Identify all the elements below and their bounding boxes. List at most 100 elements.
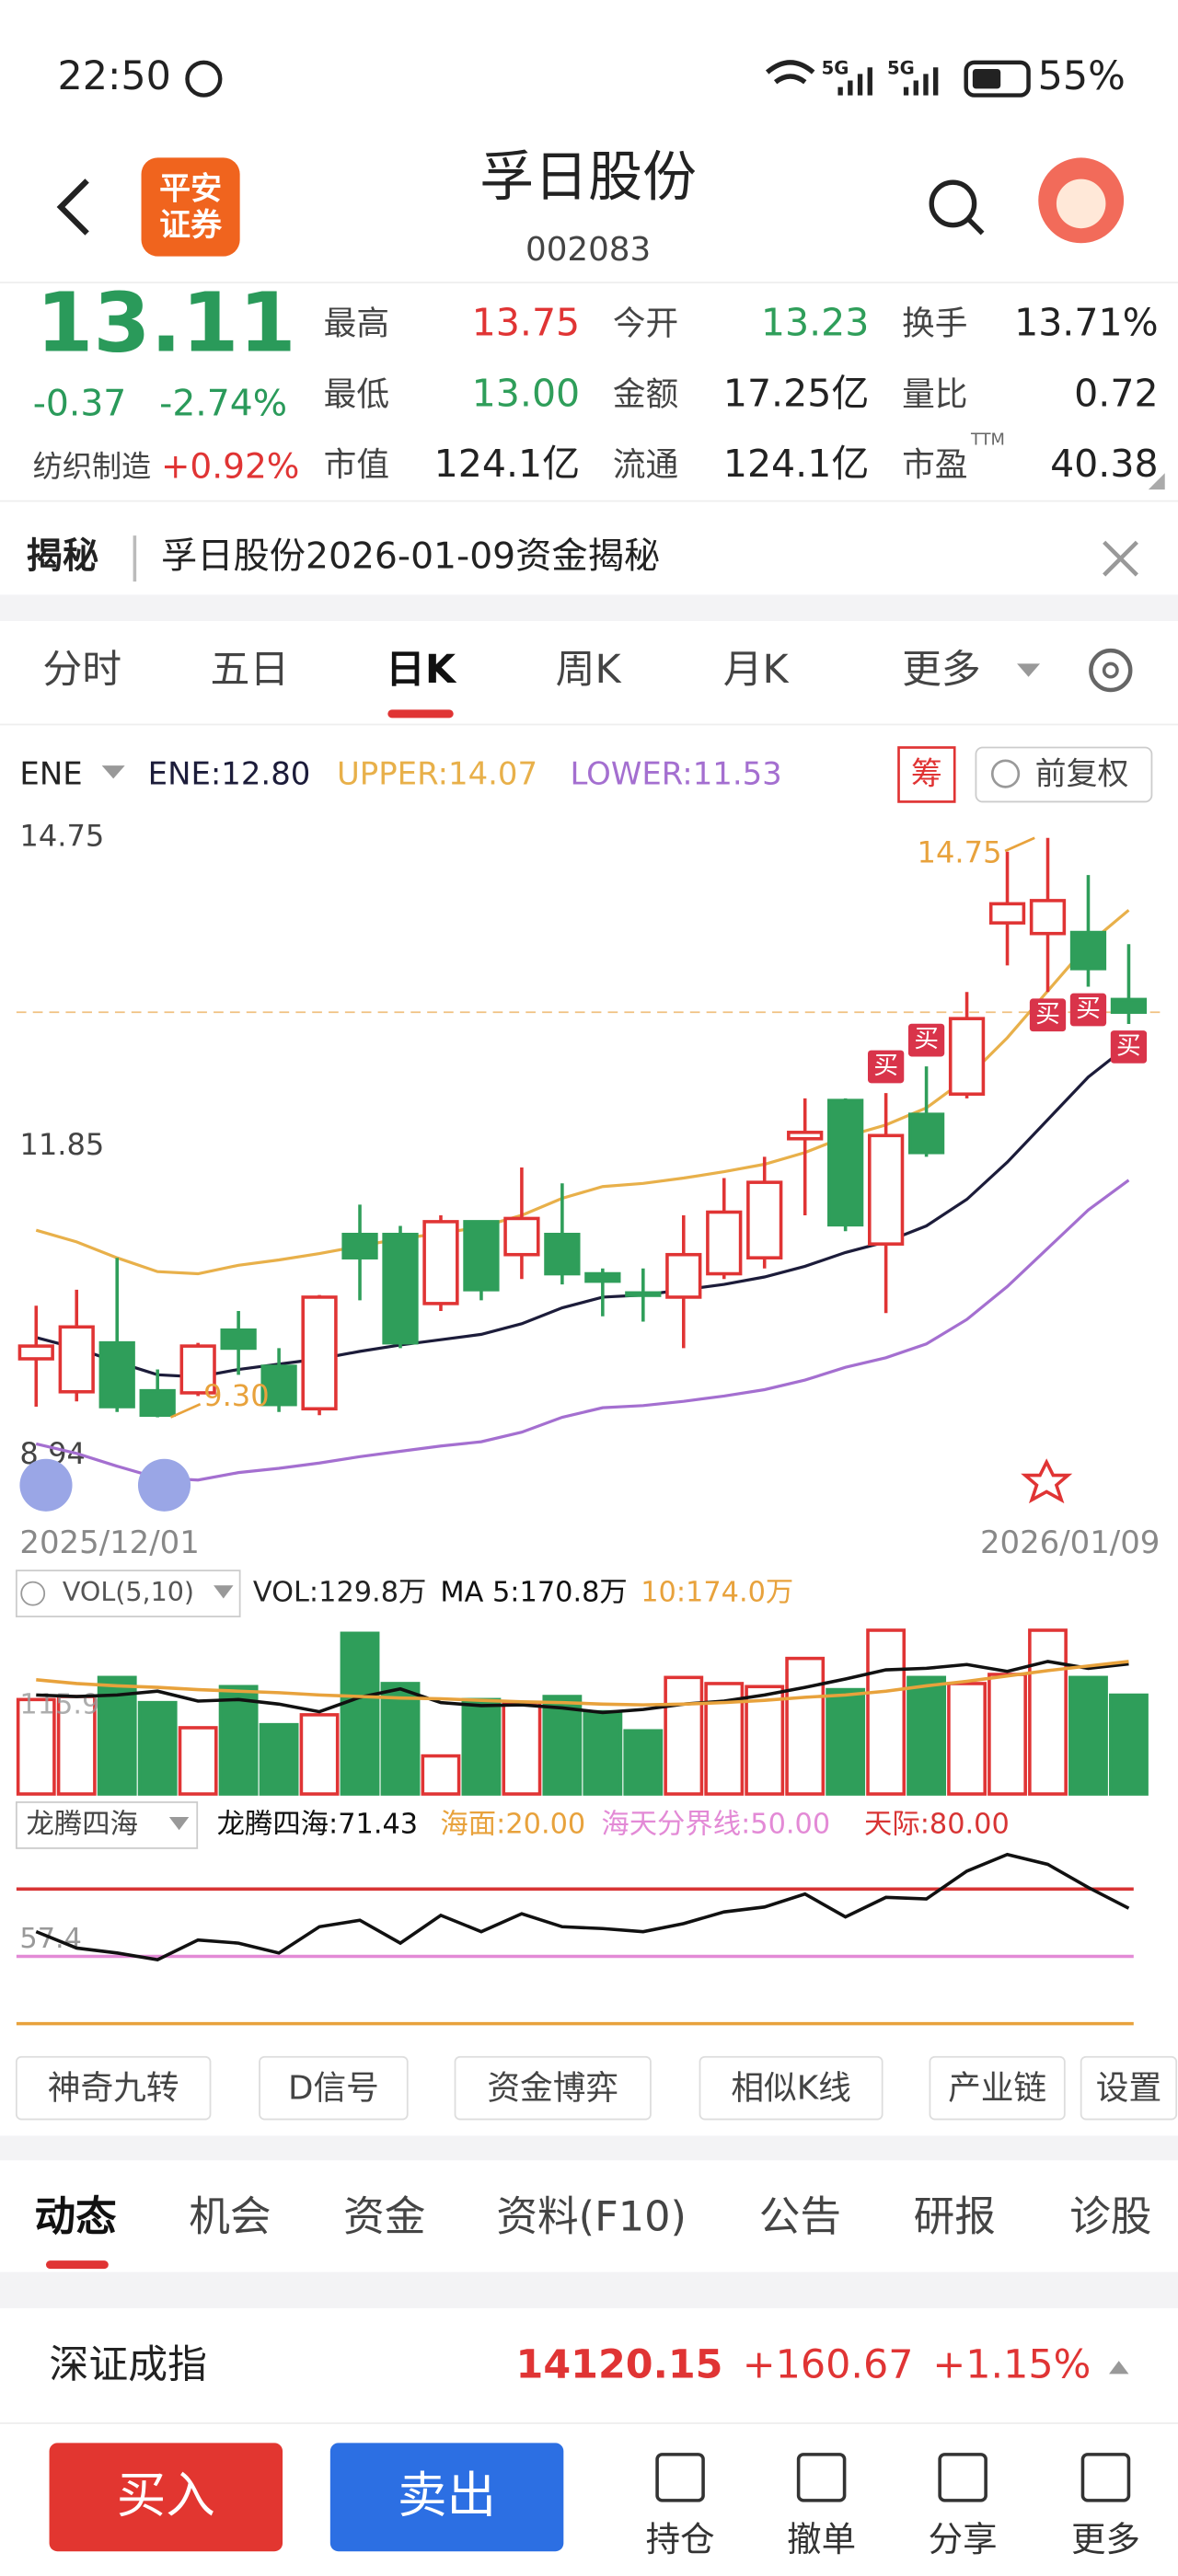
period-tab[interactable]: 五日 [211, 647, 290, 693]
fullscreen-button[interactable] [137, 1458, 191, 1512]
volume-bar [421, 1754, 461, 1796]
event-marker[interactable] [1021, 1458, 1073, 1504]
volume-bar [1109, 1693, 1149, 1796]
search-button[interactable] [929, 179, 985, 236]
candle-body [544, 1232, 581, 1276]
tool-button[interactable] [929, 2055, 1066, 2121]
action-icon[interactable] [1080, 2453, 1131, 2502]
signal-badge [907, 1023, 945, 1057]
candle-body [382, 1232, 419, 1345]
content-tab[interactable]: 公告 [759, 2192, 841, 2240]
tool-button[interactable] [1080, 2055, 1178, 2121]
candle-body [787, 1131, 824, 1141]
volume-bar [826, 1687, 866, 1796]
close-button[interactable] [1103, 540, 1138, 577]
indicator-name[interactable]: ENE [19, 755, 82, 791]
period-tab[interactable]: 分时 [42, 647, 121, 693]
broker-logo [141, 157, 240, 257]
field-label: 流通 [613, 446, 678, 484]
buy-label: 买入 [117, 2467, 215, 2524]
tool-button[interactable] [259, 2055, 409, 2121]
field-value: 13.71% [1014, 301, 1158, 345]
indicator-line [35, 909, 1130, 1276]
back-button[interactable] [56, 178, 89, 236]
battery-level [972, 69, 1001, 89]
volume-bar [461, 1697, 502, 1796]
volume-bar [947, 1682, 987, 1796]
signal-label: 买 [1076, 995, 1101, 1023]
volume-bar [502, 1700, 542, 1796]
tool-button[interactable] [699, 2055, 884, 2121]
expand-arrow[interactable] [1109, 2361, 1129, 2375]
content-tab[interactable]: 研报 [914, 2192, 996, 2240]
tool-label: 资金博弈 [487, 2069, 618, 2107]
action-label: 撤单 [787, 2519, 856, 2559]
candle-body [827, 1098, 864, 1227]
period-tab[interactable]: 月K [723, 647, 790, 693]
action-icon[interactable] [655, 2453, 705, 2502]
action-icon[interactable] [796, 2453, 847, 2502]
field-label: 市盈 [902, 446, 967, 484]
tool-label: 神奇九转 [48, 2069, 179, 2107]
volume-bar [380, 1682, 421, 1796]
candle-body [58, 1325, 95, 1394]
sell-button[interactable] [329, 2443, 564, 2552]
banner-tag: 揭秘 [27, 536, 99, 578]
stock-code: 002083 [525, 231, 651, 269]
dragon-line [35, 1852, 1130, 1961]
action-label: 持仓 [646, 2519, 715, 2559]
candle-body [220, 1328, 257, 1351]
period-tab[interactable]: 更多 [902, 647, 981, 693]
spacer [0, 2135, 1178, 2161]
volume-bar [299, 1713, 340, 1796]
field-value: 0.72 [1074, 371, 1158, 415]
adjust-button[interactable] [975, 746, 1153, 803]
settings-button[interactable] [1089, 648, 1133, 693]
content-tab[interactable]: 动态 [34, 2192, 117, 2240]
volume-bar [340, 1631, 380, 1796]
action-icon[interactable] [938, 2453, 987, 2502]
avatar[interactable] [1038, 157, 1125, 244]
field-value: 124.1亿 [723, 442, 870, 486]
tool-button[interactable] [454, 2055, 652, 2121]
index-value: 14120.15 [516, 2342, 723, 2388]
info-icon [20, 1581, 46, 1606]
high-pointer [1004, 836, 1035, 853]
content-tab[interactable]: 机会 [189, 2192, 271, 2240]
logo-text: 平安 [159, 171, 222, 207]
field-value: 13.75 [472, 301, 580, 345]
content-tab[interactable]: 诊股 [1069, 2192, 1151, 2240]
indicator-legend: ENE:12.80 [148, 755, 311, 791]
signal-icon [837, 67, 872, 96]
volume-bar [178, 1726, 218, 1796]
volume-arrow [214, 1585, 234, 1599]
expand-button[interactable] [19, 1458, 73, 1512]
tool-label: D信号 [288, 2069, 379, 2107]
content-tab[interactable]: 资金 [343, 2192, 425, 2240]
volume-bar [137, 1700, 178, 1796]
index-name[interactable]: 深证成指 [50, 2342, 207, 2388]
buy-button[interactable] [49, 2443, 283, 2552]
tool-button[interactable] [15, 2055, 212, 2121]
content-tab[interactable]: 资料(F10) [496, 2192, 687, 2240]
chip-button[interactable] [897, 746, 956, 803]
indicator-line [35, 1179, 1130, 1482]
low-label: 9.30 [203, 1378, 270, 1413]
period-tab[interactable]: 周K [556, 647, 622, 693]
network: 5G [822, 57, 849, 78]
candle-body [746, 1180, 783, 1259]
volume-bar [259, 1722, 299, 1796]
period-tab[interactable]: 日K [386, 647, 457, 693]
volume-button[interactable] [15, 1570, 241, 1618]
volume-bar [1068, 1675, 1108, 1796]
candle-body [625, 1291, 662, 1297]
dragon-button[interactable] [15, 1801, 199, 1849]
alarm-icon [185, 60, 223, 98]
volume-bar [97, 1675, 137, 1796]
banner-text[interactable]: 孚日股份2026-01-09资金揭秘 [161, 536, 660, 578]
tab-indicator [45, 2260, 109, 2270]
battery-icon [964, 60, 1031, 98]
adjust-label: 前复权 [1035, 755, 1129, 791]
